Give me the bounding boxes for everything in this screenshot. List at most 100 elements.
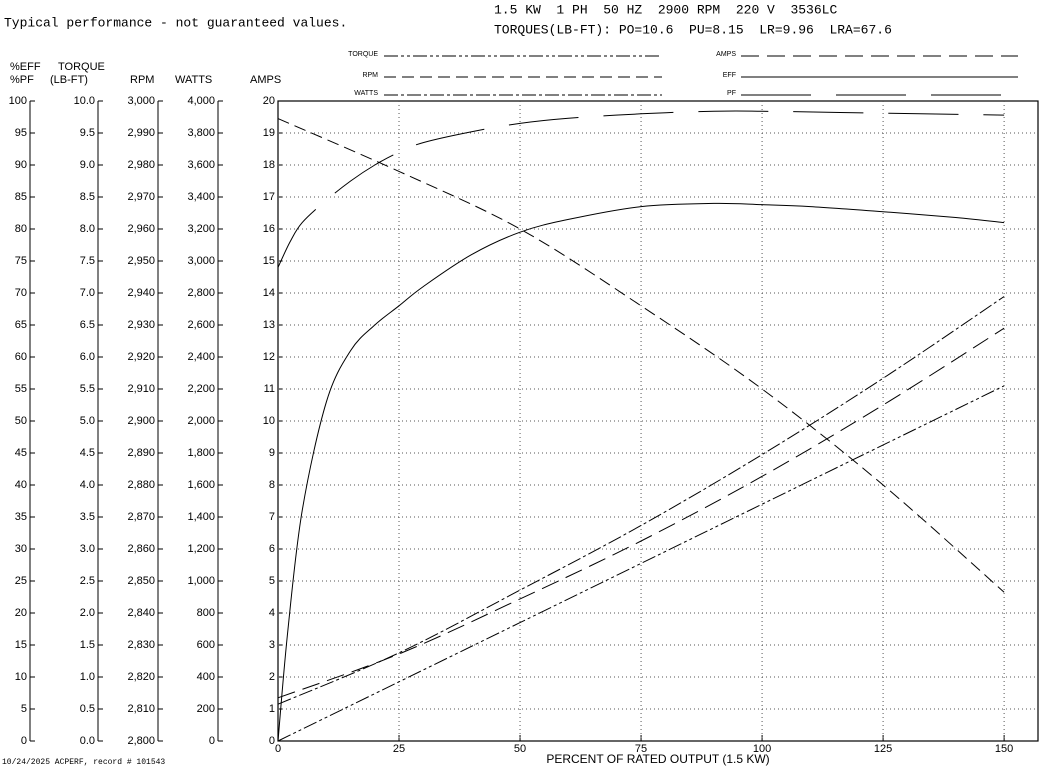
legend-label: AMPS xyxy=(716,51,736,58)
y-tick-label: 15 xyxy=(15,639,27,651)
y-tick-label: 2,200 xyxy=(187,383,215,395)
y-tick-label: 2,880 xyxy=(127,479,155,491)
y-tick-label: 4 xyxy=(269,607,275,619)
y-tick-label: 75 xyxy=(15,255,27,267)
y-tick-label: 15 xyxy=(263,255,275,267)
y-tick-label: 1,000 xyxy=(187,575,215,587)
y-tick-label: 10 xyxy=(263,415,275,427)
y-tick-label: 3.0 xyxy=(80,543,95,555)
y-tick-label: 40 xyxy=(15,479,27,491)
y-tick-label: 800 xyxy=(197,607,215,619)
y-tick-label: 3,200 xyxy=(187,223,215,235)
y-tick-label: 3,000 xyxy=(187,255,215,267)
y-tick-label: 20 xyxy=(263,95,275,107)
y-tick-label: 6 xyxy=(269,543,275,555)
y-tick-label: 2,800 xyxy=(127,735,155,747)
y-tick-label: 55 xyxy=(15,383,27,395)
y-tick-label: 3,600 xyxy=(187,159,215,171)
y-tick-label: 2,990 xyxy=(127,127,155,139)
y-tick-label: 1 xyxy=(269,703,275,715)
x-axis-label: PERCENT OF RATED OUTPUT (1.5 KW) xyxy=(546,752,769,766)
y-tick-label: 60 xyxy=(15,351,27,363)
series-line xyxy=(277,118,1005,593)
y-tick-label: 1,200 xyxy=(187,543,215,555)
y-tick-label: 1,600 xyxy=(187,479,215,491)
y-tick-label: 2,800 xyxy=(187,287,215,299)
y-tick-label: 95 xyxy=(15,127,27,139)
y-tick-label: 2,910 xyxy=(127,383,155,395)
y-tick-label: 85 xyxy=(15,191,27,203)
y-tick-label: 3.5 xyxy=(80,511,95,523)
y-tick-label: 10 xyxy=(15,671,27,683)
series-line xyxy=(277,327,1005,699)
y-tick-label: 600 xyxy=(197,639,215,651)
y-tick-label: 7 xyxy=(269,511,275,523)
y-tick-label: 3,000 xyxy=(127,95,155,107)
x-tick-label: 75 xyxy=(635,743,647,755)
series-line xyxy=(277,110,1005,268)
y-tick-label: 2,840 xyxy=(127,607,155,619)
y-tick-label: 4.5 xyxy=(80,447,95,459)
y-tick-label: 8.5 xyxy=(80,191,95,203)
y-tick-label: 2,920 xyxy=(127,351,155,363)
legend-label: PF xyxy=(727,90,736,97)
y-tick-label: 90 xyxy=(15,159,27,171)
y-tick-label: 50 xyxy=(15,415,27,427)
y-tick-label: 70 xyxy=(15,287,27,299)
y-tick-label: 19 xyxy=(263,127,275,139)
y-tick-label: 2,900 xyxy=(127,415,155,427)
y-tick-label: 3 xyxy=(269,639,275,651)
footer: 10/24/2025 ACPERF, record # 101543 xyxy=(2,758,165,767)
y-tick-label: 6.5 xyxy=(80,319,95,331)
y-tick-label: 7.0 xyxy=(80,287,95,299)
series-line xyxy=(277,385,1005,742)
y-tick-label: 5 xyxy=(269,575,275,587)
x-tick-label: 50 xyxy=(514,743,526,755)
y-axis-label: TORQUE xyxy=(58,61,105,73)
y-tick-label: 16 xyxy=(263,223,275,235)
y-axis-label: WATTS xyxy=(175,74,212,86)
y-tick-label: 4.0 xyxy=(80,479,95,491)
y-tick-label: 2,890 xyxy=(127,447,155,459)
y-tick-label: 0 xyxy=(209,735,215,747)
y-tick-label: 5.5 xyxy=(80,383,95,395)
y-tick-label: 2,000 xyxy=(187,415,215,427)
y-tick-label: 1,400 xyxy=(187,511,215,523)
x-tick-label: 150 xyxy=(995,743,1013,755)
note: Typical performance - not guaranteed val… xyxy=(4,15,347,30)
y-tick-label: 2 xyxy=(269,671,275,683)
y-tick-label: 45 xyxy=(15,447,27,459)
y-axis-label: %EFF xyxy=(10,61,41,73)
y-tick-label: 2,930 xyxy=(127,319,155,331)
y-tick-label: 0 xyxy=(21,735,27,747)
y-tick-label: 20 xyxy=(15,607,27,619)
y-tick-label: 2,970 xyxy=(127,191,155,203)
y-tick-label: 2,400 xyxy=(187,351,215,363)
y-tick-label: 17 xyxy=(263,191,275,203)
y-tick-label: 25 xyxy=(15,575,27,587)
y-tick-label: 8.0 xyxy=(80,223,95,235)
y-tick-label: 1.0 xyxy=(80,671,95,683)
y-tick-label: 400 xyxy=(197,671,215,683)
legend-label: EFF xyxy=(723,72,736,79)
y-tick-label: 2,600 xyxy=(187,319,215,331)
y-tick-label: 3,400 xyxy=(187,191,215,203)
y-tick-label: 30 xyxy=(15,543,27,555)
y-tick-label: 2,860 xyxy=(127,543,155,555)
y-tick-label: 2,810 xyxy=(127,703,155,715)
series-line xyxy=(277,202,1005,742)
y-tick-label: 100 xyxy=(9,95,27,107)
legend-label: TORQUE xyxy=(348,51,378,58)
chart-title: 1.5 KW 1 PH 50 HZ 2900 RPM 220 V 3536LC xyxy=(494,2,837,17)
y-tick-label: 2,850 xyxy=(127,575,155,587)
y-tick-label: 2,940 xyxy=(127,287,155,299)
y-tick-label: 18 xyxy=(263,159,275,171)
y-tick-label: 2,820 xyxy=(127,671,155,683)
y-tick-label: 7.5 xyxy=(80,255,95,267)
y-tick-label: 10.0 xyxy=(74,95,95,107)
legend-label: RPM xyxy=(362,72,378,79)
y-tick-label: 2,960 xyxy=(127,223,155,235)
y-tick-label: 4,000 xyxy=(187,95,215,107)
x-tick-label: 0 xyxy=(275,743,281,755)
y-tick-label: 5.0 xyxy=(80,415,95,427)
